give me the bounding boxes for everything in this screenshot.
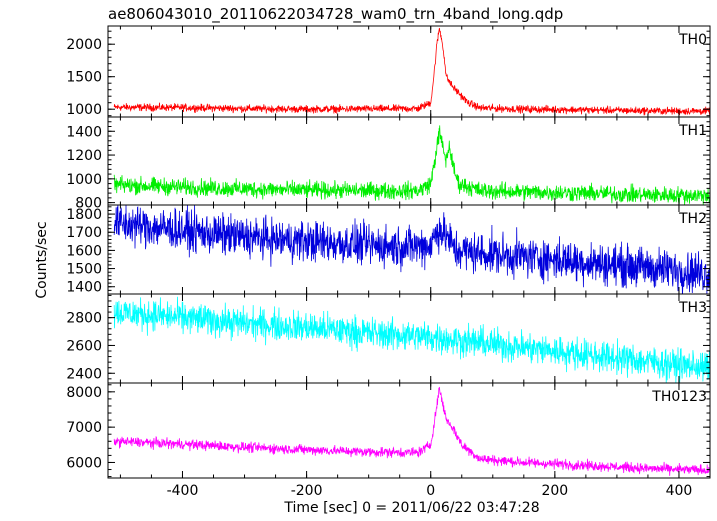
panel-label-th0123: TH0123 <box>651 389 707 405</box>
panel-label-th0: TH0 <box>678 32 707 48</box>
x-tick-label: -400 <box>167 483 199 499</box>
y-tick-label: 2000 <box>66 37 102 53</box>
y-tick-label: 1200 <box>66 148 102 164</box>
y-tick-label: 800 <box>75 196 102 212</box>
y-tick-label: 1800 <box>66 207 102 223</box>
x-tick-label: 200 <box>541 483 568 499</box>
panel-label-th2: TH2 <box>678 211 707 227</box>
y-tick-label: 1000 <box>66 102 102 118</box>
series-line-th1 <box>113 125 710 205</box>
y-tick-label: 2800 <box>66 311 102 327</box>
series-line-th3 <box>113 296 710 383</box>
series-line-th2 <box>113 205 710 294</box>
y-tick-label: 2600 <box>66 338 102 354</box>
panel-frame <box>107 382 711 479</box>
y-tick-label: 1400 <box>66 280 102 296</box>
series-line-th0123 <box>113 386 710 476</box>
y-tick-label: 1400 <box>66 124 102 140</box>
y-tick-label: 1500 <box>66 262 102 278</box>
series-line-th0 <box>113 27 710 116</box>
y-tick-label: 2400 <box>66 366 102 382</box>
y-tick-label: 1600 <box>66 243 102 259</box>
y-tick-label: 1700 <box>66 225 102 241</box>
y-tick-label: 7000 <box>66 420 102 436</box>
y-axis-label: Counts/sec <box>34 221 50 298</box>
x-axis-label: Time [sec] 0 = 2011/06/22 03:47:28 <box>283 500 539 516</box>
panel-frame <box>107 25 711 118</box>
y-tick-label: 8000 <box>66 385 102 401</box>
y-tick-label: 1000 <box>66 172 102 188</box>
y-tick-label: 6000 <box>66 455 102 471</box>
x-tick-label: 400 <box>666 483 693 499</box>
x-tick-label: -200 <box>291 483 323 499</box>
panel-frame <box>107 204 711 295</box>
y-tick-label: 1500 <box>66 70 102 86</box>
chart-title: ae806043010_20110622034728_wam0_trn_4ban… <box>108 5 563 24</box>
panel-label-th1: TH1 <box>678 123 707 139</box>
x-tick-label: 0 <box>426 483 435 499</box>
panel-label-th3: TH3 <box>678 300 707 316</box>
